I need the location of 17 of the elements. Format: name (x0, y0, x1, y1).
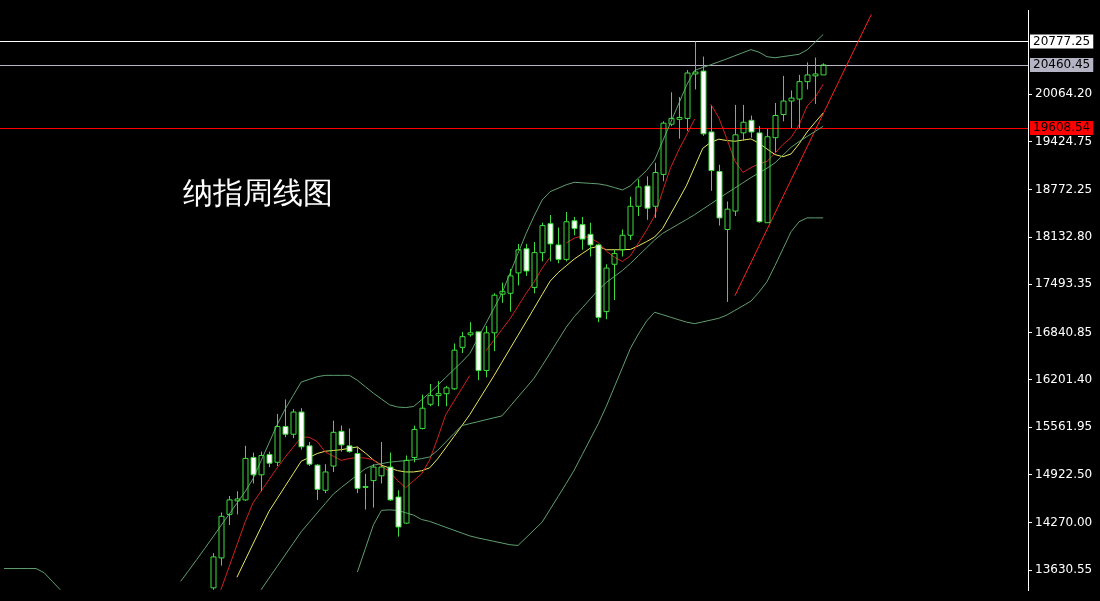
y-tick-label: 20064.20 (1035, 86, 1093, 101)
y-tick-label: 16201.40 (1035, 372, 1093, 387)
y-tick-label: 17493.35 (1035, 276, 1093, 291)
ref-line-label: 20460.45 (1033, 57, 1091, 72)
y-tick-label: 19424.75 (1035, 133, 1093, 148)
ref-line-label: 20777.25 (1033, 33, 1091, 48)
y-tick-label: 16840.85 (1035, 324, 1093, 339)
y-tick-label: 18132.80 (1035, 229, 1093, 244)
ref-line-label: 19608.54 (1033, 120, 1091, 135)
candlestick (611, 249, 618, 301)
y-tick-label: 14922.50 (1035, 466, 1093, 481)
y-tick-label: 13630.55 (1035, 562, 1093, 577)
candlestick (419, 394, 426, 429)
text: 纳指周线图 (183, 175, 333, 210)
y-tick-label: 15561.95 (1035, 419, 1093, 434)
y-tick-label: 18772.25 (1035, 181, 1093, 196)
y-tick-label: 14270.00 (1035, 514, 1093, 529)
